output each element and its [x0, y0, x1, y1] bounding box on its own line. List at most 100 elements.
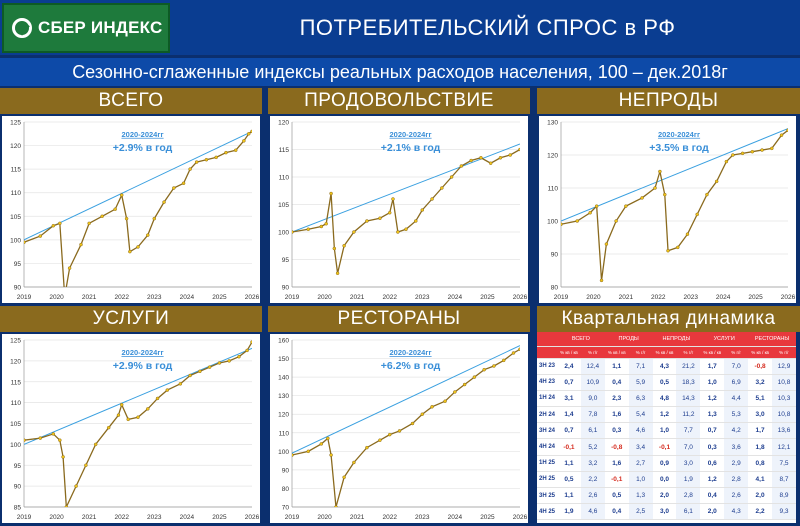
table-subhead: % кв / кв	[652, 346, 677, 359]
table-cell: 10,8	[772, 374, 796, 391]
table-group-header: ВСЕГО ПРОДЫ НЕПРОДЫ УСЛУГИ РЕСТОРАНЫ	[537, 332, 796, 347]
data-point	[61, 455, 65, 459]
table-quarter: 1Н 25	[537, 455, 557, 472]
table-cell: 4,6	[580, 503, 605, 521]
x-tick-label: 2020	[49, 514, 64, 521]
data-point	[38, 436, 43, 440]
table-cell: 0,4	[700, 487, 725, 505]
table-cell: 9,0	[580, 390, 605, 408]
table-quarter: 1Н 24	[537, 390, 557, 408]
annotation-rate: +3.5% в год	[649, 142, 709, 154]
table-subhead: % г/г	[724, 346, 749, 359]
data-point	[391, 197, 395, 201]
x-tick-label: 2023	[147, 514, 162, 521]
data-point	[24, 438, 26, 442]
annotation-period: 2020-2024гг	[121, 348, 163, 357]
y-tick-label: 105	[10, 214, 21, 221]
table-cell: 1,1	[557, 487, 581, 505]
y-tick-label: 100	[278, 230, 289, 237]
data-point	[324, 222, 328, 226]
table-cell: 2,5	[628, 503, 653, 521]
data-point	[128, 249, 132, 254]
table-cell: 7,0	[724, 358, 749, 375]
table-cell: 21,2	[676, 358, 701, 375]
data-point	[250, 340, 252, 344]
data-point	[329, 191, 333, 196]
table-cell: 7,5	[772, 455, 796, 472]
chart-svg: 70 80 90 100 110 120 130 140 150 160 2019 2020 2021 2…	[278, 338, 527, 522]
data-point	[488, 161, 493, 165]
x-tick-label: 2021	[82, 294, 97, 301]
data-point	[136, 245, 140, 249]
y-tick-label: 80	[551, 285, 559, 292]
x-tick-label: 2023	[147, 294, 162, 301]
data-point	[396, 230, 400, 234]
x-tick-label: 2026	[245, 514, 260, 521]
table-cell: 2,6	[580, 487, 605, 505]
data-point	[453, 390, 457, 394]
data-point	[242, 139, 246, 143]
data-point	[459, 164, 464, 168]
data-point	[79, 242, 83, 247]
table-group: НЕПРОДЫ	[652, 332, 701, 347]
data-point	[250, 129, 252, 134]
table-cell: 5,1	[748, 390, 773, 408]
x-tick-label: 2025	[480, 294, 495, 301]
y-tick-label: 105	[278, 202, 289, 209]
data-point	[342, 475, 346, 480]
y-tick-label: 85	[14, 505, 22, 512]
data-point	[58, 221, 62, 226]
x-tick-label: 2026	[781, 294, 796, 301]
x-tick-label: 2024	[448, 514, 463, 521]
data-point	[378, 216, 382, 220]
table-cell: 2,8	[724, 471, 749, 489]
annotation-rate: +2.9% в год	[113, 360, 173, 372]
table-cell: 3,0	[676, 455, 701, 472]
y-tick-label: 125	[10, 338, 21, 345]
table-subhead: % г/г	[676, 346, 701, 359]
y-tick-label: 150	[278, 356, 289, 363]
data-point	[779, 133, 784, 137]
table-cell: -0,1	[652, 438, 677, 456]
data-point	[334, 505, 338, 507]
table-cell: 2,7	[628, 455, 653, 472]
table-row: 4Н 25 1,9 4,6 0,4 2,5 3,0 6,1 2,0 4,3 2,2 9,3	[537, 503, 796, 521]
table-cell: 2,6	[724, 487, 749, 505]
data-point	[740, 151, 745, 156]
chart-title-total: ВСЕГО	[0, 88, 262, 114]
table-cell: 0,9	[652, 455, 677, 472]
data-point	[136, 415, 140, 419]
data-point	[306, 449, 311, 454]
x-tick-label: 2022	[382, 514, 397, 521]
table-cell: 1,8	[748, 438, 773, 456]
table-quarter: 4Н 25	[537, 503, 557, 521]
x-tick-label: 2023	[415, 514, 430, 521]
data-point	[342, 244, 346, 248]
data-point	[146, 407, 150, 411]
table-cell: -0,1	[604, 471, 629, 489]
table-cell: 5,2	[580, 438, 605, 456]
table-cell: 1,2	[652, 406, 677, 424]
table-cell: 0,4	[604, 503, 629, 521]
data-point	[695, 212, 699, 217]
table-corner	[537, 346, 557, 359]
x-tick-label: 2019	[285, 514, 300, 521]
table-cell: 2,0	[652, 487, 677, 505]
x-tick-label: 2022	[651, 294, 666, 301]
data-point	[479, 156, 483, 160]
table-cell: 1,9	[676, 471, 701, 489]
data-point	[332, 246, 337, 251]
table-row: 4Н 23 0,7 10,9 0,4 5,9 0,5 18,3 1,0 6,9 3,2 10,8	[537, 374, 796, 391]
table-row: 3Н 24 0,7 6,1 0,3 4,6 1,0 7,7 0,7 4,2 1,7 13,6	[537, 422, 796, 440]
data-point	[214, 155, 218, 160]
table-cell: 0,7	[700, 422, 725, 440]
table-quarter: 3Н 24	[537, 422, 557, 440]
table-cell: 3,2	[748, 374, 773, 391]
data-point	[482, 367, 486, 372]
chart-restaurants: 70 80 90 100 110 120 130 140 150 160 2019 2020 2021 2…	[270, 334, 528, 523]
data-point	[194, 160, 199, 164]
table-row: 1Н 25 1,1 3,2 1,6 2,7 0,9 3,0 0,6 2,9 0,8 7,5	[537, 455, 796, 472]
table-cell: 18,3	[676, 374, 701, 391]
table-cell: 1,3	[628, 487, 653, 505]
plot-area	[292, 345, 520, 507]
